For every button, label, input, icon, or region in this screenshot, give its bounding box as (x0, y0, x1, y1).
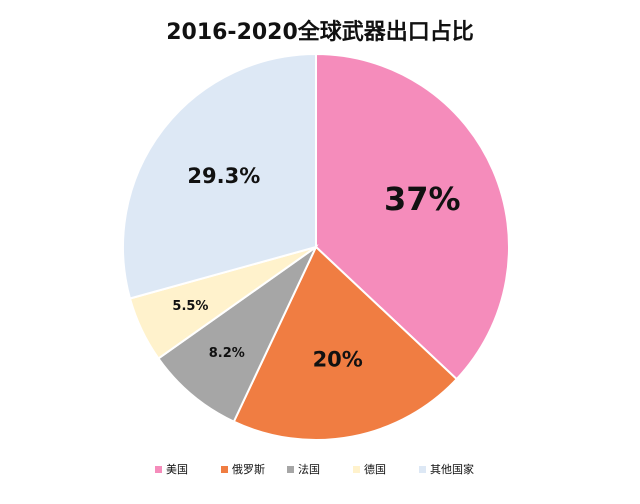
legend-swatch (419, 466, 426, 473)
data-label: 8.2% (209, 346, 245, 361)
legend-swatch (221, 466, 228, 473)
data-label: 37% (384, 180, 461, 218)
legend-label: 俄罗斯 (232, 463, 265, 476)
legend-swatch (353, 466, 360, 473)
pie-slice (157, 243, 319, 423)
data-label: 5.5% (172, 299, 208, 314)
pie-slice (122, 52, 317, 300)
data-label: 20% (313, 348, 363, 372)
pie-slice (232, 245, 459, 441)
pie-slice (315, 52, 510, 381)
legend-label: 德国 (364, 462, 386, 476)
data-label: 29.3% (187, 164, 260, 188)
legend-swatch (287, 466, 294, 473)
chart-title: 2016-2020全球武器出口占比 (166, 19, 474, 45)
legend-label: 法国 (298, 462, 320, 476)
legend-label: 其他国家 (430, 462, 474, 476)
legend-swatch (155, 466, 162, 473)
legend-label: 美国 (166, 463, 188, 476)
